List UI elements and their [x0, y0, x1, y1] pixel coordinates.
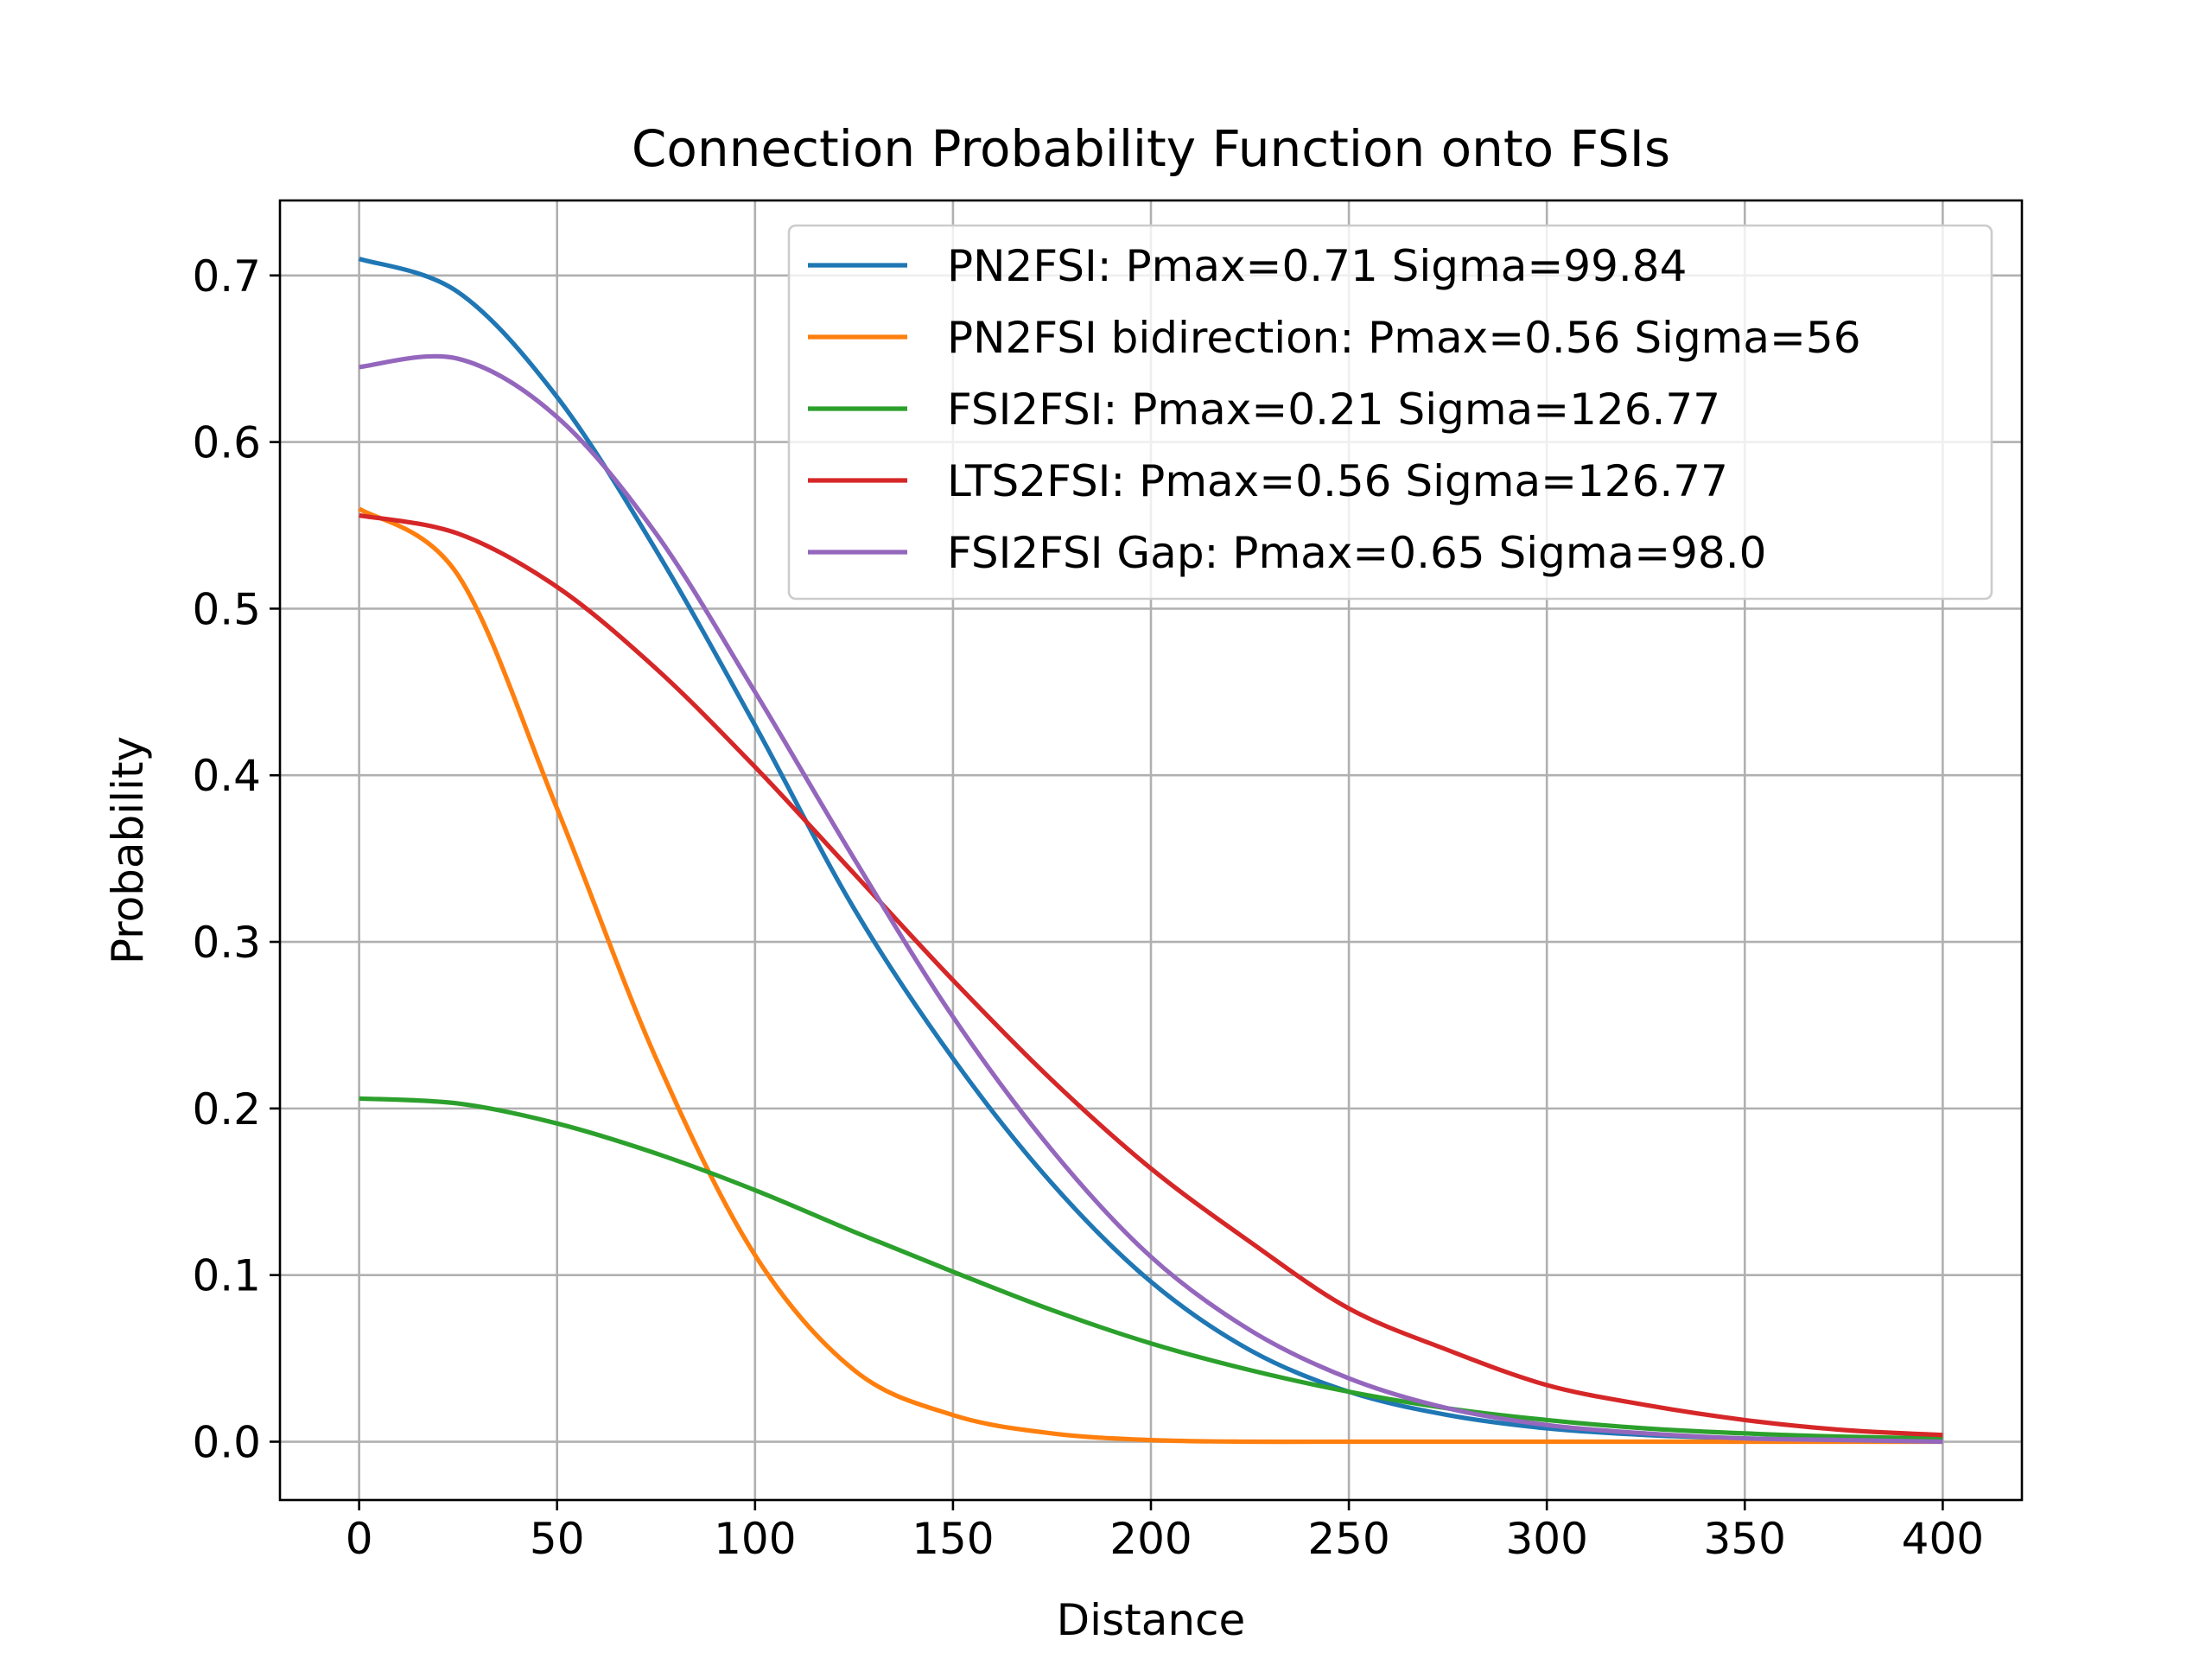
- y-tick-label: 0.5: [192, 584, 261, 634]
- y-tick-label: 0.0: [192, 1418, 261, 1468]
- x-tick-label: 200: [1109, 1514, 1192, 1564]
- x-tick-label: 0: [346, 1514, 373, 1564]
- legend-label: FSI2FSI Gap: Pmax=0.65 Sigma=98.0: [947, 528, 1766, 578]
- x-tick-label: 50: [530, 1514, 585, 1564]
- series-line-3: [359, 1096, 1943, 1441]
- legend-label: PN2FSI bidirection: Pmax=0.56 Sigma=56: [947, 313, 1861, 363]
- y-tick-label: 0.1: [192, 1251, 261, 1301]
- chart-title: Connection Probability Function onto FSI…: [632, 119, 1670, 178]
- y-tick-label: 0.3: [192, 918, 261, 968]
- x-tick-label: 100: [714, 1514, 796, 1564]
- y-tick-label: 0.4: [192, 751, 261, 801]
- series-line-2: [358, 506, 1943, 1445]
- series-line-5: [359, 353, 1943, 1445]
- x-tick-label: 300: [1505, 1514, 1587, 1564]
- legend: PN2FSI: Pmax=0.71 Sigma=99.84 PN2FSI bidi…: [787, 224, 1993, 601]
- x-axis-label: Distance: [1057, 1595, 1246, 1645]
- plot-series: [358, 257, 1943, 1445]
- y-tick-label: 0.2: [192, 1084, 261, 1135]
- series-line-4: [359, 512, 1943, 1438]
- y-tick-label: 0.7: [192, 251, 261, 302]
- legend-label: FSI2FSI: Pmax=0.21 Sigma=126.77: [947, 385, 1720, 435]
- x-tick-label: 350: [1704, 1514, 1786, 1564]
- legend-box: [787, 224, 1993, 601]
- y-tick-label: 0.6: [192, 418, 261, 468]
- x-tick-label: 250: [1307, 1514, 1389, 1564]
- legend-label: PN2FSI: Pmax=0.71 Sigma=99.84: [947, 241, 1687, 291]
- y-axis-label: Probability: [103, 736, 153, 964]
- x-tick-label: 400: [1902, 1514, 1984, 1564]
- x-tick-label: 150: [912, 1514, 994, 1564]
- axis-ticks: 0 50 100 150 200 250 300 350 400 0.0 0.1 0.2 0.3 0.4 0…: [192, 251, 1984, 1564]
- legend-label: LTS2FSI: Pmax=0.56 Sigma=126.77: [947, 456, 1728, 506]
